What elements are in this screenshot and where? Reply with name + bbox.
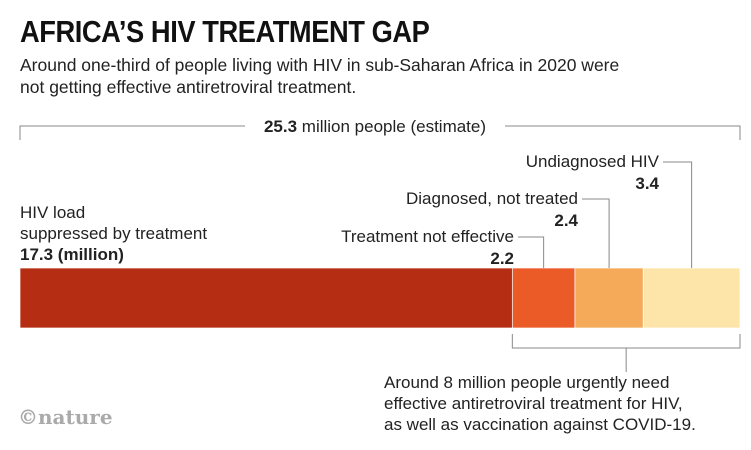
value-label: 2.4: [554, 211, 578, 230]
category-label: HIV load: [20, 203, 85, 222]
leader-line: [663, 161, 693, 268]
category-label: Treatment not effective: [341, 227, 514, 246]
total-label: 25.3 million people (estimate): [264, 117, 486, 136]
annotation-text: as well as vaccination against COVID-19.: [384, 415, 696, 434]
chart-title: AFRICA’S HIV TREATMENT GAP: [20, 14, 430, 49]
chart-subtitle: Around one-third of people living with H…: [20, 55, 620, 97]
category-label: Undiagnosed HIV: [526, 152, 660, 171]
value-label: 2.2: [490, 249, 514, 268]
value-label: 17.3 (million): [20, 245, 124, 264]
annotation-text: Around 8 million people urgently need: [384, 373, 669, 392]
annotation-bracket: [511, 334, 741, 372]
bar-segment: [642, 267, 741, 329]
leader-line: [518, 236, 545, 268]
bar-segment: [19, 267, 513, 329]
total-bracket: [19, 125, 741, 140]
category-label: suppressed by treatment: [20, 224, 207, 243]
value-label: 3.4: [635, 174, 659, 193]
bar-segment: [574, 267, 644, 329]
bar-segment: [511, 267, 576, 329]
nature-logo: ©nature: [18, 405, 113, 429]
annotation-text: effective antiretroviral treatment for H…: [384, 394, 683, 413]
leader-line: [582, 198, 610, 268]
category-label: Diagnosed, not treated: [406, 189, 578, 208]
